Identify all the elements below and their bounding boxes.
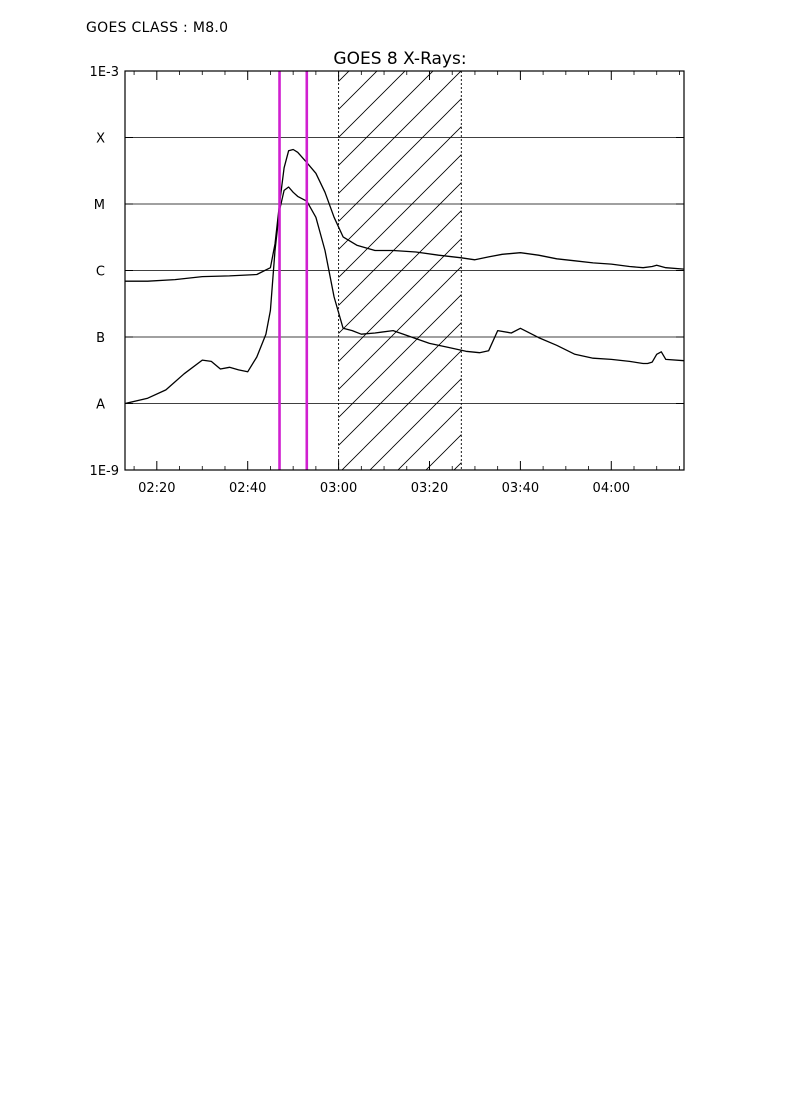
y-tick-label: X	[96, 132, 105, 147]
x-tick-label: 02:40	[229, 481, 266, 496]
goes-class-label: GOES CLASS : M8.0	[86, 20, 229, 36]
series-line-1	[125, 148, 684, 282]
x-tick-label: 03:40	[502, 481, 539, 496]
x-tick-label: 03:00	[320, 481, 357, 496]
y-tick-label: A	[96, 398, 105, 413]
x-tick-label: 04:00	[593, 481, 630, 496]
y-tick-label: 1E-9	[90, 464, 119, 479]
x-tick-label: 02:20	[138, 481, 175, 496]
y-tick-label: 1E-3	[90, 65, 119, 80]
y-tick-label: B	[96, 331, 105, 346]
series-line-2	[125, 186, 684, 405]
hatched-interval	[338, 71, 462, 470]
y-tick-label: M	[94, 198, 105, 213]
x-tick-label: 03:20	[411, 481, 448, 496]
y-tick-label: C	[96, 265, 105, 280]
chart-title: GOES 8 X-Rays:	[333, 49, 466, 69]
